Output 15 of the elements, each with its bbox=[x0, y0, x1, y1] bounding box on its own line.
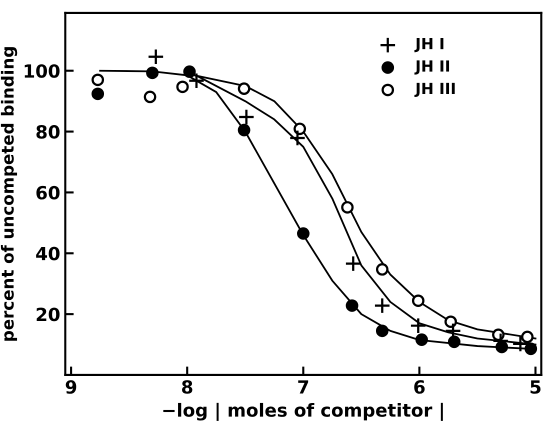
y-axis-title: percent of uncompeted binding bbox=[0, 47, 18, 341]
y-tick-label: 40 bbox=[36, 246, 60, 260]
x-axis-title: −log | moles of competitor | bbox=[163, 402, 443, 421]
x-tick-label: 5 bbox=[530, 380, 540, 394]
legend-label: JH II bbox=[414, 60, 450, 75]
x-tick-label: 9 bbox=[66, 380, 76, 394]
x-tick-label: 7 bbox=[298, 380, 308, 394]
x-tick-label: 8 bbox=[182, 380, 192, 394]
y-tick-label: 60 bbox=[36, 186, 60, 200]
legend-label: JH I bbox=[414, 38, 444, 52]
y-tick-label: 80 bbox=[36, 125, 60, 139]
y-tick-label: 100 bbox=[24, 64, 60, 78]
x-tick-label: 6 bbox=[414, 380, 425, 394]
y-tick-label: 20 bbox=[36, 308, 60, 322]
legend-label: JH III bbox=[414, 82, 455, 98]
